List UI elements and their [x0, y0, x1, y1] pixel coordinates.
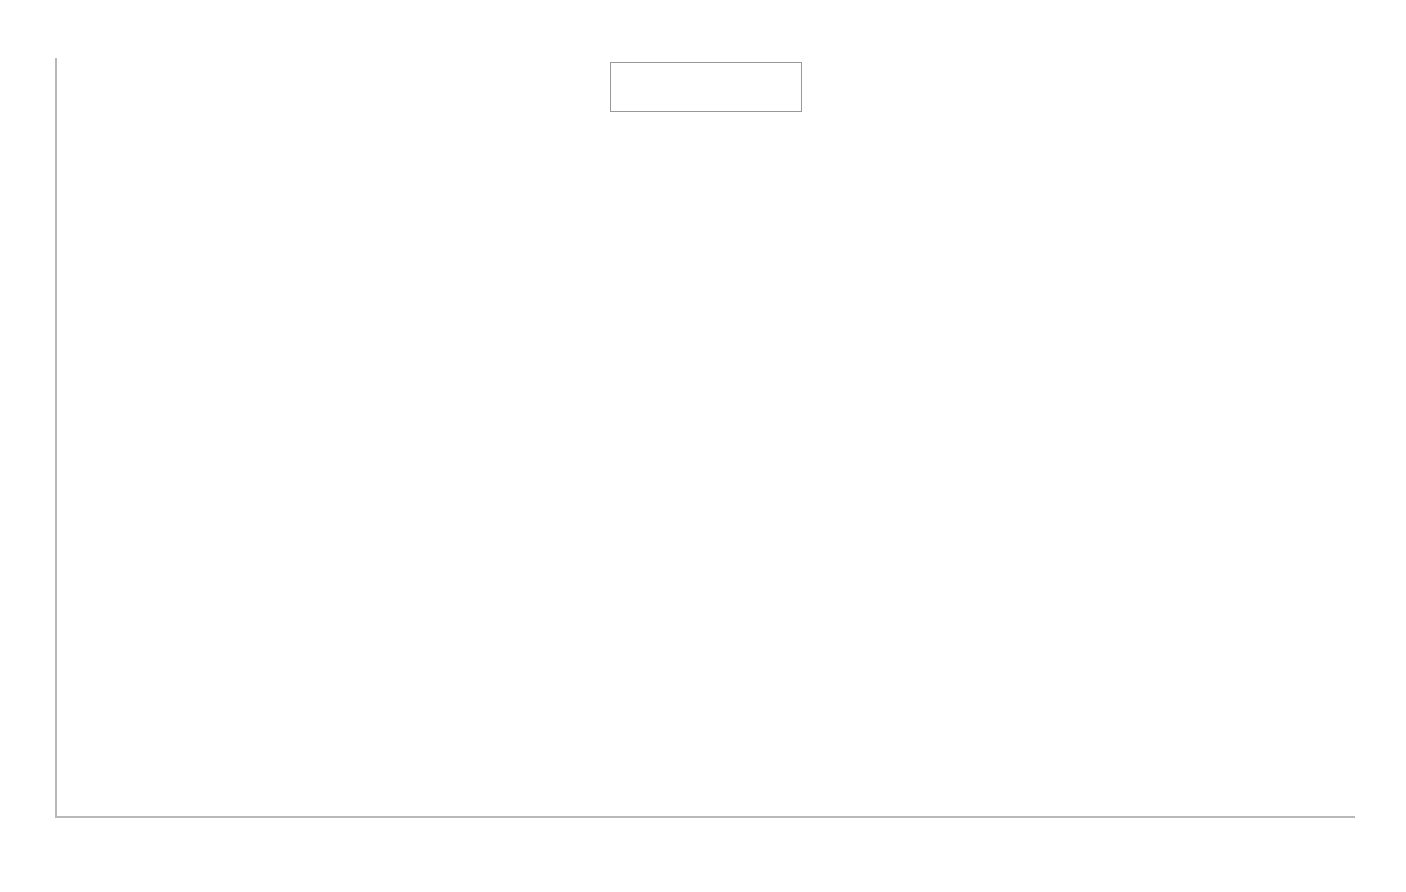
legend-swatch-italians: [623, 69, 641, 87]
legend-swatch-bottom-immigrants: [718, 824, 736, 842]
legend-stats-box: [610, 62, 802, 112]
legend-swatch-immigrants: [623, 87, 641, 105]
legend-stats-row-2: [623, 87, 789, 105]
legend-swatch-bottom-italians: [670, 824, 688, 842]
legend-item-italians: [670, 824, 694, 842]
legend-bottom: [670, 824, 742, 842]
chart-svg: [57, 58, 1355, 816]
chart-plot-area: [55, 58, 1355, 818]
legend-stats-row-1: [623, 69, 789, 87]
legend-item-immigrants: [718, 824, 742, 842]
